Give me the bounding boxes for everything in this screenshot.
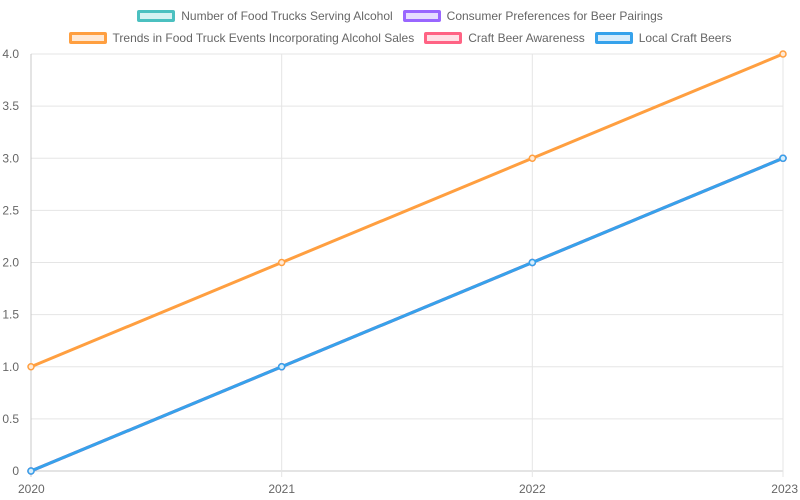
legend-row-1: Number of Food Trucks Serving Alcohol Co… xyxy=(0,7,800,25)
y-tick-label: 0 xyxy=(12,464,19,478)
x-tick-label: 2020 xyxy=(18,482,45,496)
legend-item-local-craft-beers[interactable]: Local Craft Beers xyxy=(594,29,732,47)
legend-swatch-craft-beer-awareness xyxy=(424,32,463,44)
x-tick-label: 2022 xyxy=(519,482,546,496)
y-tick-label: 3.0 xyxy=(2,151,19,165)
data-point xyxy=(27,467,35,475)
y-tick-label: 0.5 xyxy=(2,412,19,426)
y-tick-label: 2.0 xyxy=(2,256,19,270)
legend-item-craft-beer-awareness[interactable]: Craft Beer Awareness xyxy=(424,29,585,47)
legend-swatch-local-craft-beers xyxy=(594,32,633,44)
legend-row-2: Trends in Food Truck Events Incorporatin… xyxy=(0,29,800,47)
data-point xyxy=(779,50,787,58)
x-tick-label: 2021 xyxy=(268,482,295,496)
series-line-local-craft-beers xyxy=(30,156,784,473)
y-tick-label: 1.5 xyxy=(2,308,19,322)
y-tick-label: 2.5 xyxy=(2,203,19,217)
data-point xyxy=(528,154,537,162)
legend-label-craft-beer-awareness: Craft Beer Awareness xyxy=(468,31,585,45)
data-point xyxy=(528,258,537,267)
legend-item-beer-pairings[interactable]: Consumer Preferences for Beer Pairings xyxy=(402,7,663,25)
x-tick-label: 2023 xyxy=(771,482,798,496)
y-tick-label: 4.0 xyxy=(2,47,19,61)
legend-swatch-beer-pairings xyxy=(402,10,441,22)
legend-item-food-trucks-alcohol[interactable]: Number of Food Trucks Serving Alcohol xyxy=(137,7,393,25)
data-point xyxy=(779,154,787,162)
series-line-trends-in-food-truck-events-incorporating-alcohol-sales xyxy=(30,52,784,369)
legend-swatch-food-truck-events xyxy=(68,32,107,44)
data-point xyxy=(277,258,286,267)
legend-label-food-truck-events: Trends in Food Truck Events Incorporatin… xyxy=(112,31,415,45)
legend-swatch-food-trucks-alcohol xyxy=(137,10,176,22)
legend-label-food-trucks-alcohol: Number of Food Trucks Serving Alcohol xyxy=(181,9,393,23)
data-point xyxy=(27,363,35,371)
legend-label-local-craft-beers: Local Craft Beers xyxy=(638,31,732,45)
y-tick-label: 1.0 xyxy=(2,360,19,374)
legend-label-beer-pairings: Consumer Preferences for Beer Pairings xyxy=(446,9,663,23)
y-tick-label: 3.5 xyxy=(2,99,19,113)
legend-item-food-truck-events[interactable]: Trends in Food Truck Events Incorporatin… xyxy=(68,29,415,47)
data-point xyxy=(277,363,286,371)
